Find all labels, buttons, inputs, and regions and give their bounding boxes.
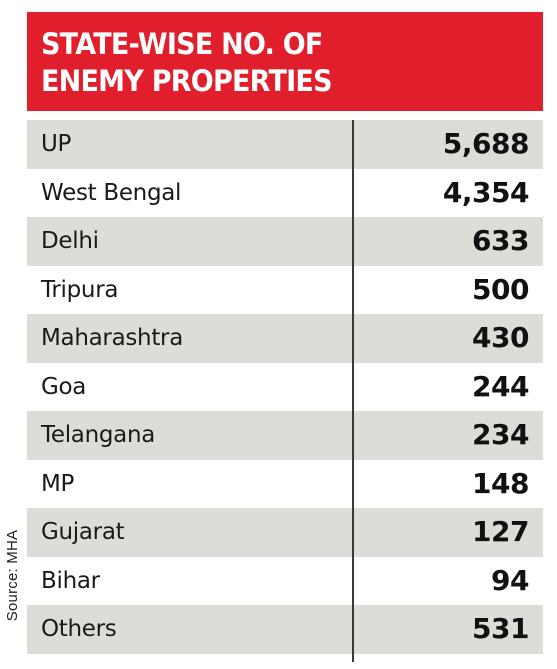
property-count: 94 <box>491 563 529 597</box>
table-row: Goa 244 <box>27 363 543 412</box>
state-name: Maharashtra <box>41 325 183 351</box>
table-row: Others 531 <box>27 605 543 654</box>
property-count: 500 <box>472 272 529 306</box>
table-row: UP 5,688 <box>27 120 543 169</box>
table-row: MP 148 <box>27 460 543 509</box>
table-title: STATE-WISE NO. OF ENEMY PROPERTIES <box>41 26 339 100</box>
property-count: 244 <box>472 369 529 403</box>
column-divider <box>352 120 354 662</box>
property-count: 633 <box>472 224 529 257</box>
state-name: UP <box>41 131 72 157</box>
table-row: West Bengal 4,354 <box>27 169 543 218</box>
table-row: Maharashtra 430 <box>27 314 543 363</box>
state-name: Gujarat <box>41 519 125 545</box>
table-row: Telangana 234 <box>27 411 543 460</box>
enemy-properties-table: STATE-WISE NO. OF ENEMY PROPERTIES UP 5,6… <box>27 12 543 662</box>
source-label: Source: MHA <box>4 529 22 621</box>
table-body: UP 5,688 West Bengal 4,354 Delhi 633 Tripura 50… <box>27 120 543 654</box>
state-name: Delhi <box>41 228 99 254</box>
state-name: West Bengal <box>41 179 182 206</box>
property-count: 5,688 <box>442 127 530 160</box>
state-name: Bihar <box>41 567 100 594</box>
state-name: MP <box>41 470 75 497</box>
table-row: Bihar 94 <box>27 557 543 606</box>
table-header: STATE-WISE NO. OF ENEMY PROPERTIES <box>27 12 543 111</box>
table-row: Gujarat 127 <box>27 508 543 557</box>
property-count: 430 <box>472 321 529 354</box>
title-line-2: ENEMY PROPERTIES <box>41 64 333 98</box>
state-name: Others <box>41 616 117 642</box>
property-count: 4,354 <box>442 175 530 209</box>
title-line-1: STATE-WISE NO. OF <box>41 27 323 61</box>
state-name: Tripura <box>41 276 119 303</box>
property-count: 531 <box>472 612 529 645</box>
property-count: 234 <box>472 418 529 451</box>
property-count: 127 <box>472 515 529 548</box>
state-name: Goa <box>41 373 87 400</box>
table-row: Delhi 633 <box>27 217 543 266</box>
state-name: Telangana <box>41 422 156 448</box>
property-count: 148 <box>472 466 529 500</box>
table-row: Tripura 500 <box>27 266 543 315</box>
source-note: Source: MHA <box>2 500 24 650</box>
